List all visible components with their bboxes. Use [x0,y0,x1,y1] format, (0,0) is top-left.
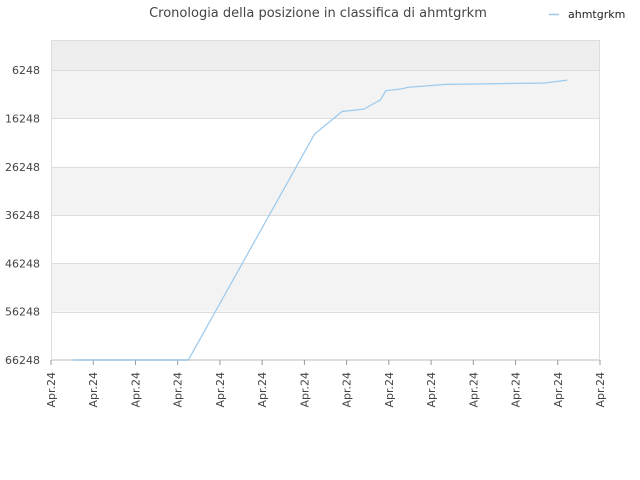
legend: ahmtgrkm [549,8,625,21]
series-layer [73,79,568,361]
x-tick-label: Apr.24 [129,372,142,408]
y-tick-label: 26248 [5,161,40,174]
x-tick-label: Apr.24 [87,372,100,408]
y-tick-label: 6248 [12,64,40,77]
plot-band [51,40,600,71]
y-tick-label: 16248 [5,112,40,125]
x-tick-label: Apr.24 [45,372,58,408]
x-tick-label: Apr.24 [425,372,438,408]
x-tick-label: Apr.24 [341,372,354,408]
x-tick-label: Apr.24 [552,372,565,408]
plot-band [51,215,600,264]
plot-band [51,166,600,216]
x-tick-label: Apr.24 [594,372,607,408]
plot-background [51,40,600,360]
grid-lines [51,70,600,361]
plot-band [51,311,600,360]
y-tick-label: 36248 [5,209,40,222]
y-tick-label: 66248 [5,354,40,367]
plot-band [51,118,600,167]
x-tick-label: Apr.24 [510,372,523,408]
y-tick-label: 46248 [5,257,40,270]
axes: 6248 16248 26248 36248 46248 56248 66248 Apr.24… [5,40,607,408]
x-tick-label: Apr.24 [383,372,396,408]
x-tick-label: Apr.24 [256,372,269,408]
series-line [73,79,568,361]
y-tick-label: 56248 [5,306,40,319]
x-tick-label: Apr.24 [214,372,227,408]
plot-band [51,263,600,312]
plot-band [51,70,600,119]
x-tick-label: Apr.24 [467,372,480,408]
x-tick-label: Apr.24 [298,372,311,408]
chart-title: Cronologia della posizione in classifica… [149,6,487,21]
legend-label: ahmtgrkm [568,8,625,21]
plot-border [51,40,600,360]
x-tick-label: Apr.24 [172,372,185,408]
